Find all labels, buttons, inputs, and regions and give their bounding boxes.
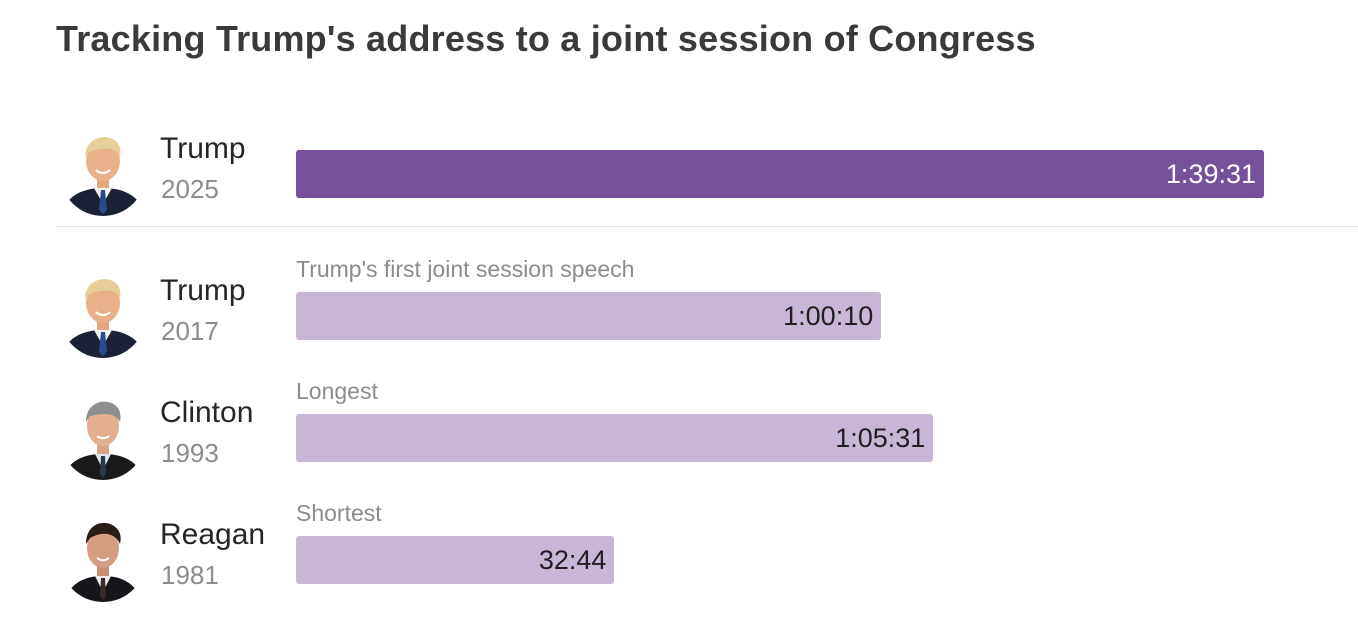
president-name: Reagan xyxy=(160,518,266,551)
president-name: Trump xyxy=(160,132,246,165)
bar-annotation: Longest xyxy=(296,378,378,404)
bar-track: 1:05:31 xyxy=(296,414,1264,462)
bar-row-trump-2017: Trump 2017 Trump's first joint session s… xyxy=(0,254,1358,358)
chart-title: Tracking Trump's address to a joint sess… xyxy=(56,18,1036,59)
duration-label: 1:05:31 xyxy=(835,423,926,453)
duration-label: 32:44 xyxy=(538,545,607,575)
duration-bar: 32:44 xyxy=(296,536,615,584)
speech-year: 1981 xyxy=(161,560,219,590)
duration-bar: 1:00:10 xyxy=(296,292,882,340)
bar-track: 32:44 xyxy=(296,536,1264,584)
bar-row-trump-2025: Trump 2025 1:39:31 xyxy=(0,124,1358,224)
president-name: Clinton xyxy=(160,396,254,429)
reagan-portrait xyxy=(60,516,146,602)
divider xyxy=(56,226,1358,227)
bar-annotation: Trump's first joint session speech xyxy=(296,256,635,282)
bar-row-reagan-1981: Reagan 1981 Shortest 32:44 xyxy=(0,498,1358,602)
bar-track: 1:00:10 xyxy=(296,292,1264,340)
speech-year: 2025 xyxy=(161,174,219,204)
president-name: Trump xyxy=(160,274,246,307)
speech-year: 1993 xyxy=(161,438,219,468)
trump-portrait xyxy=(60,272,146,358)
bar-row-clinton-1993: Clinton 1993 Longest 1:05:31 xyxy=(0,376,1358,480)
clinton-portrait xyxy=(60,394,146,480)
bar-annotation: Shortest xyxy=(296,500,382,526)
duration-label: 1:00:10 xyxy=(783,301,874,331)
trump-portrait xyxy=(60,130,146,216)
duration-bar: 1:39:31 xyxy=(296,150,1264,198)
speech-year: 2017 xyxy=(161,316,219,346)
duration-label: 1:39:31 xyxy=(1165,159,1256,189)
bar-track: 1:39:31 xyxy=(296,150,1264,198)
duration-bar: 1:05:31 xyxy=(296,414,934,462)
